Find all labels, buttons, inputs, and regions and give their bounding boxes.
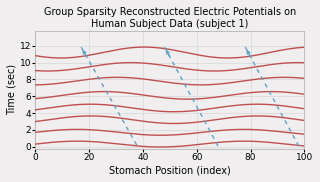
Title: Group Sparsity Reconstructed Electric Potentials on
Human Subject Data (subject : Group Sparsity Reconstructed Electric Po… — [44, 7, 296, 29]
Y-axis label: Time (sec): Time (sec) — [7, 64, 17, 115]
X-axis label: Stomach Position (index): Stomach Position (index) — [109, 165, 231, 175]
